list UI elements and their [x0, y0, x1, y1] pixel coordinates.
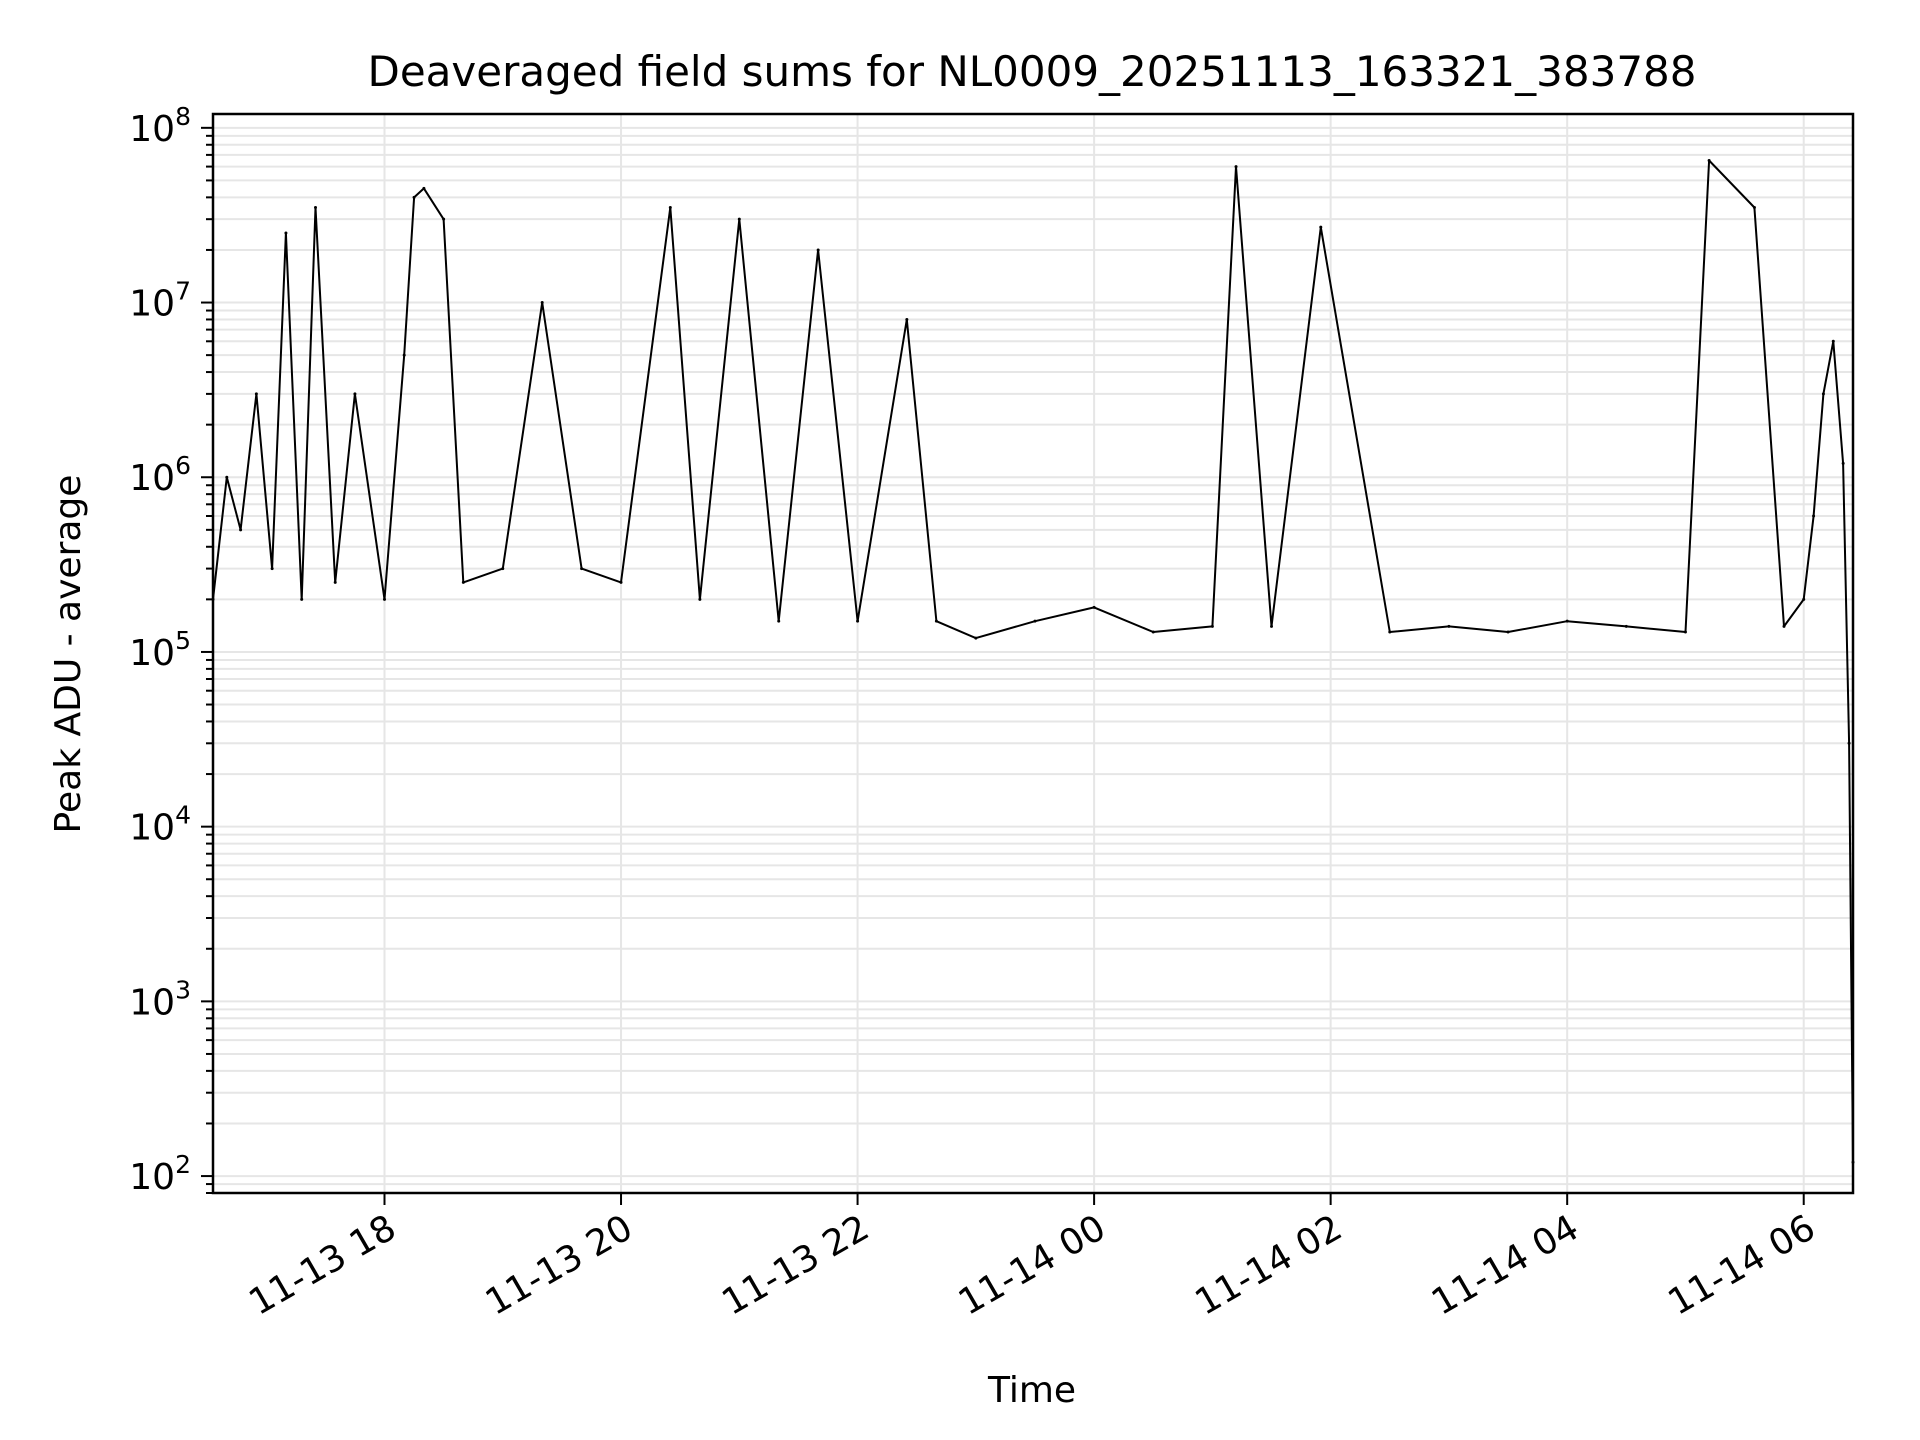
data-point	[1565, 619, 1569, 623]
data-point	[619, 580, 623, 584]
y-tick-label: 103	[129, 975, 191, 1023]
data-point	[1151, 630, 1155, 634]
data-point	[461, 580, 465, 584]
data-point	[225, 475, 229, 479]
data-point	[422, 186, 426, 190]
chart-title: Deaveraged field sums for NL0009_2025111…	[368, 47, 1697, 96]
data-point	[284, 231, 288, 235]
data-point	[239, 528, 243, 532]
data-point	[1506, 630, 1510, 634]
data-point	[580, 567, 584, 571]
data-point	[1624, 624, 1628, 628]
plot-frame	[211, 112, 1855, 1195]
data-point	[1847, 741, 1851, 745]
y-axis-label: Peak ADU - average	[48, 475, 89, 834]
y-tick-label: 106	[129, 451, 191, 499]
data-point	[1234, 165, 1238, 169]
y-tick-label: 108	[129, 102, 191, 150]
data-point	[402, 353, 406, 357]
data-point	[668, 205, 672, 209]
data-point	[1092, 605, 1096, 609]
data-point	[501, 567, 505, 571]
grid-lines	[213, 114, 1853, 1194]
data-point	[1210, 624, 1214, 628]
data-point	[1447, 624, 1451, 628]
data-point	[1270, 624, 1274, 628]
data-point	[974, 636, 978, 640]
x-axis-label: Time	[987, 1370, 1076, 1411]
series-layer	[211, 159, 1855, 1164]
data-point	[540, 301, 544, 305]
data-point	[698, 597, 702, 601]
data-point	[1752, 205, 1756, 209]
data-point	[777, 619, 781, 623]
data-point	[934, 619, 938, 623]
data-point	[353, 392, 357, 396]
data-point	[412, 195, 416, 199]
data-point	[1841, 461, 1845, 465]
y-tick-label: 105	[129, 626, 191, 674]
y-tick-label: 107	[129, 277, 191, 325]
data-point	[270, 567, 274, 571]
data-point	[1707, 159, 1711, 163]
data-point	[1802, 597, 1806, 601]
data-point	[1388, 630, 1392, 634]
y-tick-label: 102	[129, 1150, 191, 1198]
data-point	[382, 597, 386, 601]
data-point	[300, 597, 304, 601]
data-point	[905, 317, 909, 321]
data-point	[1821, 392, 1825, 396]
data-point	[1831, 339, 1835, 343]
series-line	[212, 159, 1854, 1163]
data-point	[1812, 514, 1816, 518]
data-point	[1033, 619, 1037, 623]
y-tick-label: 104	[129, 801, 191, 849]
data-point	[816, 248, 820, 252]
data-point	[1782, 624, 1786, 628]
data-point	[856, 619, 860, 623]
data-point	[737, 217, 741, 221]
data-point	[314, 205, 317, 209]
data-point	[1683, 630, 1687, 634]
data-point	[1319, 225, 1323, 229]
data-point	[254, 392, 258, 396]
data-point	[333, 580, 337, 584]
data-point	[442, 217, 446, 221]
